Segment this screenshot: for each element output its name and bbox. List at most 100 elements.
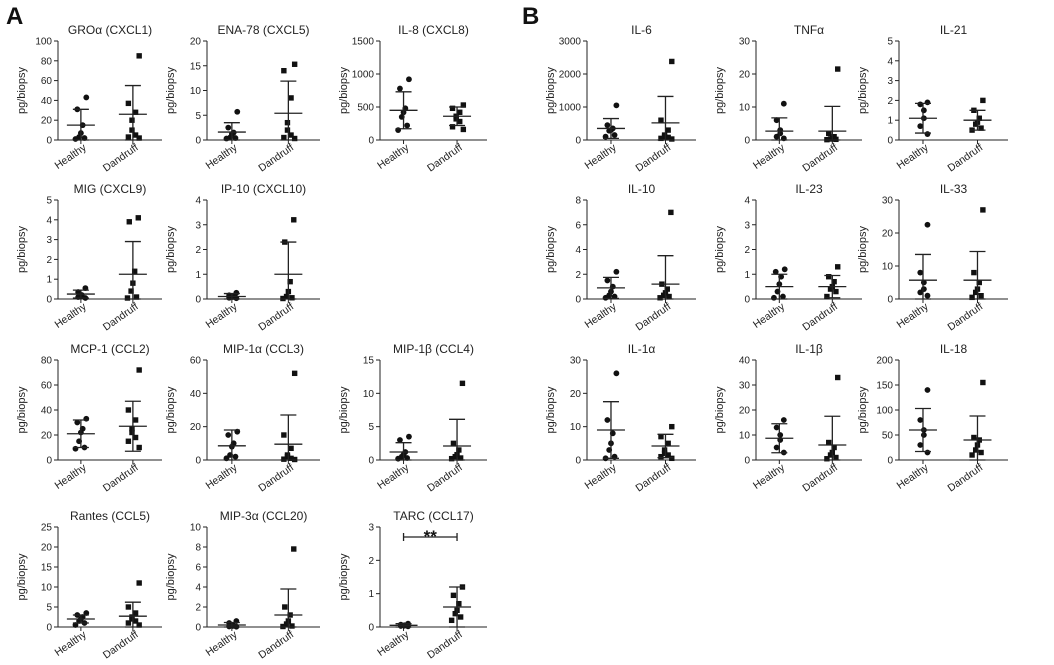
y-tick-label: 60 (190, 356, 202, 367)
data-point-dandruff (826, 274, 832, 280)
y-tick-label: 3 (368, 523, 374, 534)
x-tick-label: Dandruff (800, 462, 840, 495)
data-point-healthy (781, 266, 788, 273)
data-point-dandruff (136, 53, 142, 59)
data-point-healthy (397, 437, 403, 443)
data-point-dandruff (658, 453, 664, 460)
y-tick-label: 100 (35, 37, 52, 48)
data-point-dandruff (664, 286, 670, 292)
x-tick-label: Healthy (583, 461, 620, 492)
y-tick-label: 0 (744, 295, 750, 306)
chart-title: MIP-1α (CCL3) (223, 342, 304, 356)
data-point-dandruff (972, 121, 979, 127)
data-point-healthy (773, 117, 780, 124)
data-point-healthy (924, 221, 931, 228)
y-tick-label: 3 (887, 76, 893, 87)
data-point-dandruff (972, 289, 979, 296)
data-point-healthy (771, 294, 777, 301)
x-tick-label: Dandruff (633, 142, 673, 175)
data-point-dandruff (129, 616, 135, 622)
y-tick-label: 100 (876, 406, 893, 417)
y-tick-label: 1000 (352, 70, 375, 81)
data-point-healthy (773, 424, 780, 431)
chart-title: MIG (CXCL9) (74, 182, 147, 196)
chart-title: IL-21 (940, 23, 968, 37)
y-axis-label: pg/biopsy (165, 553, 177, 601)
y-tick-label: 1500 (352, 37, 375, 48)
data-point-dandruff (457, 109, 463, 115)
data-point-dandruff (125, 438, 132, 444)
y-tick-label: 500 (357, 103, 374, 114)
data-point-healthy (917, 123, 924, 130)
data-point-dandruff (665, 127, 671, 133)
data-point-dandruff (132, 610, 139, 616)
chart-title: IL-18 (940, 342, 968, 356)
chart-title: IL-1β (795, 342, 823, 356)
data-point-dandruff (125, 620, 132, 626)
y-axis-label: pg/biopsy (338, 66, 350, 114)
data-point-dandruff (971, 269, 977, 276)
data-point-dandruff (289, 295, 295, 301)
chart-7: MIP-1β (CCL4) pg/biopsy 0 5 10 15 Healthy Dandr… (338, 342, 487, 494)
data-point-dandruff (450, 440, 457, 447)
x-tick-label: Dandruff (101, 142, 141, 175)
data-point-dandruff (132, 132, 139, 138)
data-point-healthy (75, 294, 82, 300)
data-point-dandruff (661, 450, 668, 457)
data-point-dandruff (288, 445, 294, 452)
data-point-healthy (924, 292, 931, 299)
data-point-healthy (72, 136, 79, 142)
x-tick-label: Healthy (751, 461, 788, 492)
y-tick-label: 2 (195, 245, 201, 256)
data-point-dandruff (291, 61, 298, 67)
x-tick-label: Healthy (53, 628, 90, 659)
data-point-dandruff (666, 293, 672, 300)
data-point-dandruff (831, 278, 837, 285)
data-point-dandruff (129, 429, 135, 436)
data-point-healthy (920, 432, 927, 438)
y-tick-label: 10 (190, 86, 202, 97)
data-point-dandruff (660, 292, 667, 298)
data-point-dandruff (658, 433, 664, 440)
data-point-dandruff (283, 293, 290, 300)
chart-1: ENA-78 (CXCL5) pg/biopsy 0 5 10 15 20 Healthy Da… (165, 23, 320, 174)
y-tick-label: 25 (41, 523, 53, 534)
data-point-dandruff (978, 293, 984, 299)
data-point-dandruff (133, 294, 140, 300)
y-tick-label: 4 (744, 196, 750, 207)
y-tick-label: 0 (887, 136, 893, 147)
chart-17: IL-1α pg/biopsy 0 10 20 30 Healthy Dandruff (545, 342, 696, 494)
data-point-dandruff (969, 452, 975, 458)
y-tick-label: 0 (575, 456, 581, 467)
y-tick-label: 15 (41, 563, 53, 574)
data-point-dandruff (450, 592, 457, 599)
x-tick-label: Dandruff (256, 142, 296, 175)
x-tick-label: Healthy (53, 141, 90, 172)
y-tick-label: 0 (195, 456, 201, 467)
y-tick-label: 30 (739, 37, 751, 48)
data-point-dandruff (287, 278, 293, 285)
data-point-dandruff (976, 279, 982, 286)
data-point-dandruff (827, 286, 834, 292)
data-point-dandruff (132, 109, 139, 115)
y-tick-label: 0 (368, 456, 374, 467)
data-point-dandruff (282, 604, 288, 610)
data-point-dandruff (129, 127, 135, 133)
data-point-dandruff (831, 444, 837, 451)
data-point-healthy (780, 100, 787, 107)
chart-19: IL-18 pg/biopsy 0 50 100 150 200 Healthy Dandruf… (857, 342, 1008, 494)
chart-title: GROα (CXCL1) (68, 23, 152, 37)
data-point-dandruff (135, 215, 141, 221)
chart-title: IL-23 (795, 182, 823, 196)
chart-title: IL-1α (628, 342, 656, 356)
y-tick-label: 50 (882, 431, 894, 442)
data-point-dandruff (284, 119, 291, 126)
y-tick-label: 2 (368, 556, 374, 567)
y-tick-label: 2 (887, 96, 893, 107)
x-tick-label: Dandruff (256, 629, 296, 662)
chart-title: Rantes (CCL5) (70, 509, 150, 523)
data-point-dandruff (281, 68, 287, 74)
data-point-dandruff (132, 618, 139, 624)
y-tick-label: 0 (575, 295, 581, 306)
data-point-dandruff (658, 135, 664, 142)
